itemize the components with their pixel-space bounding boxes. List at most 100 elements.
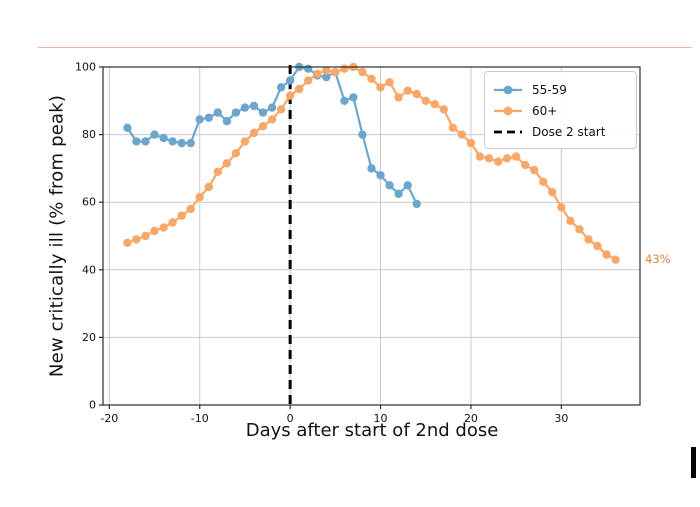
data-point-60+ <box>566 216 575 225</box>
data-point-60+ <box>276 105 286 114</box>
data-point-55-59 <box>222 116 232 126</box>
data-point-60+ <box>575 225 584 234</box>
data-point-60+ <box>313 69 322 79</box>
data-point-55-59 <box>204 113 213 122</box>
x-tick-label: 10 <box>374 412 388 425</box>
data-point-55-59 <box>168 137 177 146</box>
y-tick-label: 40 <box>82 263 96 276</box>
data-point-60+ <box>195 192 204 202</box>
data-point-55-59 <box>240 103 250 112</box>
data-point-55-59 <box>349 93 358 102</box>
data-point-55-59 <box>132 137 141 146</box>
data-point-60+ <box>222 159 232 168</box>
data-point-55-59 <box>177 138 186 148</box>
data-point-60+ <box>421 96 430 106</box>
data-point-55-59 <box>231 108 241 117</box>
data-point-60+ <box>331 67 340 77</box>
data-point-60+ <box>403 86 412 95</box>
end-value-annotation: 43% <box>645 251 671 266</box>
data-point-55-59 <box>159 133 168 143</box>
legend-item-60plus: 60+ <box>493 100 628 121</box>
data-point-60+ <box>430 100 439 109</box>
data-point-55-59 <box>141 137 150 146</box>
y-tick-label: 60 <box>82 196 96 209</box>
data-point-60+ <box>141 231 150 241</box>
data-point-60+ <box>502 154 512 163</box>
data-point-60+ <box>213 167 222 176</box>
legend: 55-59 60+ Dose 2 start <box>484 71 637 149</box>
data-point-60+ <box>231 149 241 158</box>
data-point-60+ <box>584 235 593 244</box>
x-tick-label: -20 <box>100 412 118 425</box>
data-point-55-59 <box>213 108 222 117</box>
data-point-55-59 <box>150 130 159 139</box>
data-point-60+ <box>123 238 132 247</box>
data-point-60+ <box>168 218 177 227</box>
legend-label: 55-59 <box>532 82 567 97</box>
data-point-60+ <box>150 226 159 236</box>
y-axis-label: New critically ill (% from peak) <box>46 94 68 378</box>
data-point-55-59 <box>322 72 331 82</box>
data-point-60+ <box>521 160 530 170</box>
y-tick-label: 100 <box>75 61 96 74</box>
data-point-55-59 <box>249 101 259 111</box>
y-tick-label: 20 <box>82 331 96 344</box>
axes-spines <box>102 66 641 406</box>
data-point-60+ <box>457 130 467 139</box>
data-point-55-59 <box>412 199 421 209</box>
text-cursor-bar <box>691 447 696 478</box>
data-point-55-59 <box>123 123 132 132</box>
data-point-55-59 <box>304 64 313 73</box>
data-point-60+ <box>376 83 385 92</box>
data-point-60+ <box>204 182 213 192</box>
data-point-55-59 <box>285 76 295 85</box>
data-point-60+ <box>611 255 620 264</box>
data-point-55-59 <box>186 138 195 148</box>
data-point-60+ <box>258 122 268 131</box>
legend-sample-line-marker-icon <box>494 106 522 115</box>
data-point-60+ <box>285 91 295 100</box>
data-point-55-59 <box>358 130 367 139</box>
data-point-60+ <box>466 138 476 148</box>
legend-item-55-59: 55-59 <box>493 79 628 100</box>
data-point-60+ <box>240 137 250 146</box>
data-point-60+ <box>340 64 349 73</box>
legend-label: 60+ <box>532 103 558 118</box>
data-point-60+ <box>511 152 521 161</box>
data-point-55-59 <box>267 103 277 112</box>
data-point-60+ <box>475 152 485 161</box>
y-tick-label: 0 <box>89 399 96 412</box>
data-point-55-59 <box>385 181 394 190</box>
x-tick-label: 20 <box>464 412 478 425</box>
data-point-55-59 <box>367 164 376 173</box>
data-point-60+ <box>448 123 458 132</box>
data-point-60+ <box>602 250 611 259</box>
legend-sample-line-marker-icon <box>494 85 522 94</box>
data-point-60+ <box>484 154 494 163</box>
legend-sample-dashed-line-icon <box>494 130 522 133</box>
legend-item-dose2-start: Dose 2 start <box>493 121 628 142</box>
data-point-60+ <box>593 241 602 251</box>
series-line-55-59 <box>126 65 418 205</box>
data-point-60+ <box>322 66 331 75</box>
x-tick-label: -10 <box>191 412 209 425</box>
top-separator-line <box>38 47 692 48</box>
data-point-60+ <box>295 84 304 94</box>
data-point-60+ <box>267 115 277 124</box>
legend-label: Dose 2 start <box>532 124 606 139</box>
data-point-60+ <box>358 67 367 77</box>
data-point-55-59 <box>376 171 385 180</box>
data-point-60+ <box>177 211 186 220</box>
data-point-60+ <box>493 157 503 166</box>
data-point-55-59 <box>340 96 349 106</box>
data-point-60+ <box>530 165 539 175</box>
data-point-55-59 <box>394 189 403 198</box>
data-point-60+ <box>132 235 141 244</box>
x-tick-label: 0 <box>287 412 294 425</box>
data-point-55-59 <box>258 108 268 117</box>
data-point-60+ <box>394 93 403 102</box>
data-point-55-59 <box>276 83 286 92</box>
data-point-60+ <box>539 177 548 187</box>
x-axis-label: Days after start of 2nd dose <box>245 420 499 441</box>
data-point-55-59 <box>195 115 204 124</box>
